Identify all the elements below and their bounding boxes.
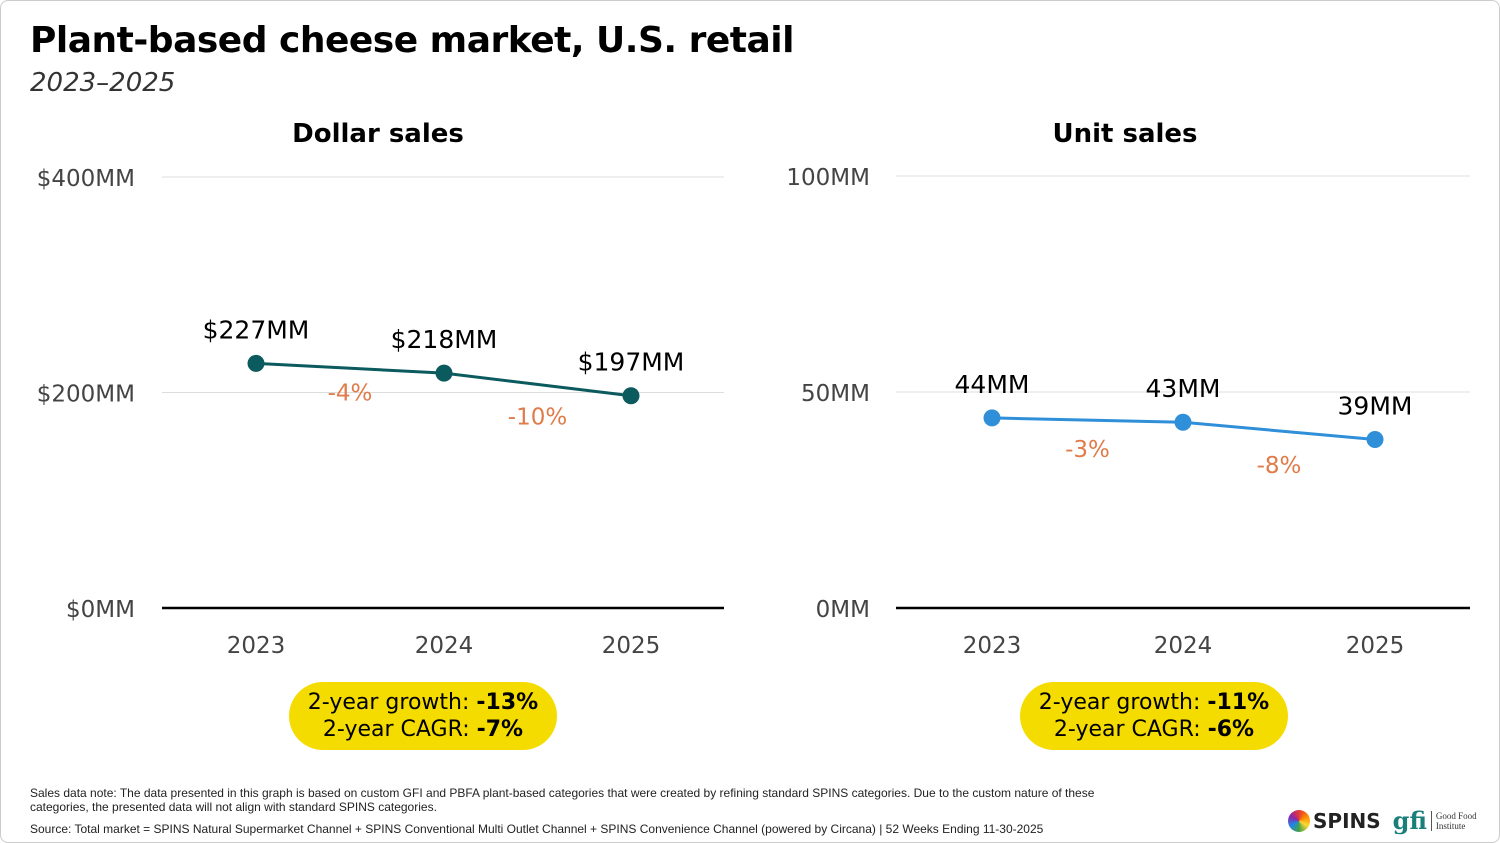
page-title: Plant-based cheese market, U.S. retail (30, 20, 794, 61)
y-tick-label: 0MM (816, 597, 870, 623)
spins-logo: SPINS (1288, 809, 1381, 833)
summary-badge-unit: 2-year growth: -11% 2-year CAGR: -6% (1020, 682, 1288, 750)
change-label: -4% (328, 380, 373, 406)
gfi-logo: gfi Good Food Institute (1393, 806, 1486, 835)
chart-title: Dollar sales (292, 119, 464, 149)
gfi-logo-mark: gfi (1392, 806, 1427, 835)
summary-badge-dollar: 2-year growth: -13% 2-year CAGR: -7% (289, 682, 557, 750)
growth-value: -13% (476, 690, 539, 715)
logos: SPINS gfi Good Food Institute (1288, 806, 1486, 835)
change-label: -3% (1065, 437, 1110, 463)
growth-label: 2-year growth: (1038, 690, 1201, 715)
sales-data-note: Sales data note: The data presented in t… (30, 786, 1095, 814)
page-subtitle: 2023–2025 (30, 68, 176, 98)
y-tick-label: 100MM (786, 165, 870, 191)
cagr-label: 2-year CAGR: (1053, 717, 1201, 742)
x-tick-label: 2023 (227, 633, 286, 659)
x-tick-label: 2024 (1154, 633, 1213, 659)
data-point (435, 364, 453, 382)
growth-label: 2-year growth: (307, 690, 470, 715)
data-label: $197MM (578, 348, 685, 377)
data-point (247, 354, 265, 372)
chart-title: Unit sales (1052, 119, 1197, 149)
x-tick-label: 2023 (963, 633, 1022, 659)
data-point (1366, 431, 1384, 449)
data-label: $218MM (391, 325, 498, 354)
data-label: 44MM (955, 370, 1030, 399)
data-label: $227MM (203, 315, 310, 344)
cagr-value: -6% (1207, 717, 1255, 742)
x-tick-label: 2025 (1346, 633, 1405, 659)
y-tick-label: $200MM (37, 382, 135, 408)
y-tick-label: 50MM (801, 381, 870, 407)
cagr-label: 2-year CAGR: (322, 717, 470, 742)
cagr-value: -7% (476, 717, 524, 742)
change-label: -8% (1257, 453, 1302, 479)
data-label: 39MM (1338, 392, 1413, 421)
spins-globe-icon (1288, 809, 1310, 832)
data-point (983, 409, 1001, 427)
spins-logo-text: SPINS (1313, 808, 1381, 833)
y-tick-label: $400MM (37, 166, 135, 192)
data-label: 43MM (1146, 374, 1221, 403)
growth-value: -11% (1207, 690, 1270, 715)
change-label: -10% (508, 404, 567, 430)
data-point (1174, 413, 1192, 431)
x-tick-label: 2025 (602, 633, 661, 659)
source-note: Source: Total market = SPINS Natural Sup… (30, 822, 1044, 836)
data-point (622, 387, 640, 405)
y-tick-label: $0MM (66, 597, 135, 623)
gfi-logo-text: Good Food Institute (1430, 810, 1486, 831)
x-tick-label: 2024 (415, 633, 474, 659)
